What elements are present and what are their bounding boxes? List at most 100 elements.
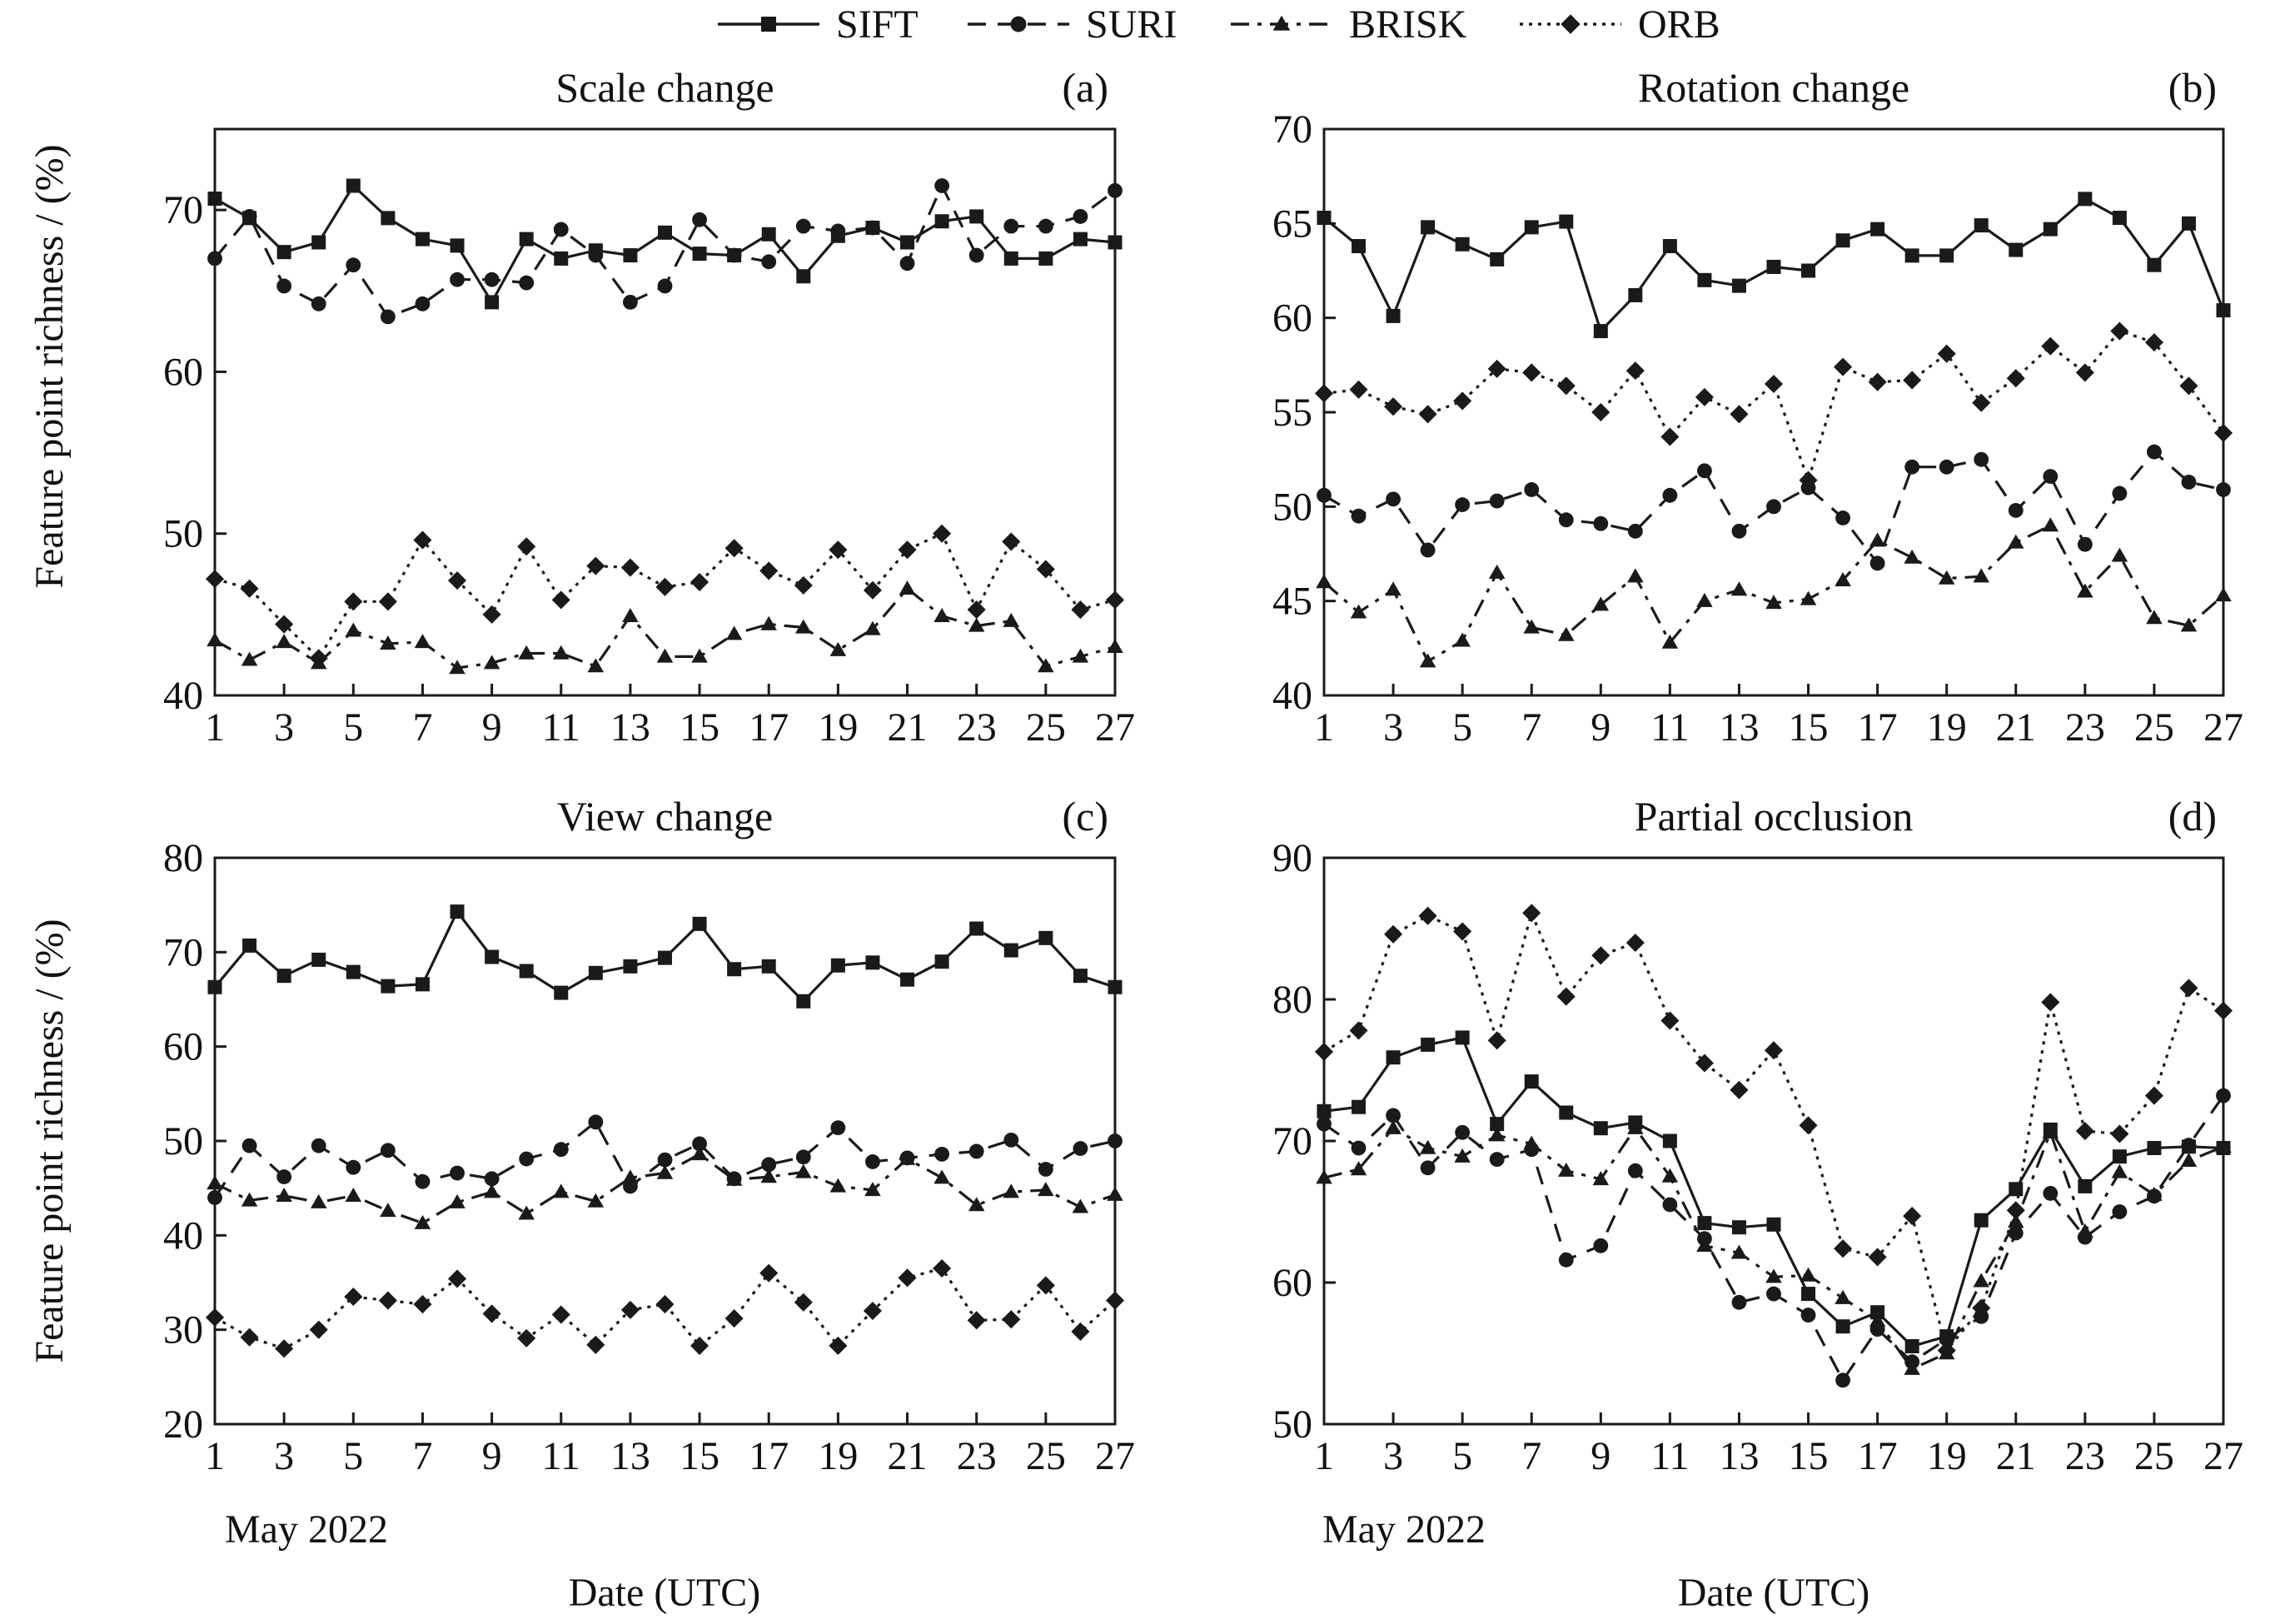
data-point-brisk bbox=[691, 648, 708, 663]
data-point-brisk bbox=[622, 608, 639, 623]
data-point-brisk bbox=[1107, 638, 1123, 653]
x-tick-label: 15 bbox=[680, 1434, 719, 1478]
data-point-sift bbox=[1038, 251, 1053, 266]
data-point-suri bbox=[1869, 555, 1885, 571]
data-point-sift bbox=[761, 227, 776, 242]
x-tick-label: 9 bbox=[482, 705, 502, 750]
data-point-suri bbox=[1662, 487, 1678, 503]
data-point-orb bbox=[1591, 946, 1610, 965]
data-point-orb bbox=[1556, 987, 1576, 1006]
data-point-suri bbox=[692, 212, 708, 227]
data-point-brisk bbox=[1627, 568, 1644, 583]
data-point-sift bbox=[1974, 1213, 1989, 1228]
data-point-suri bbox=[380, 309, 396, 325]
data-point-sift bbox=[554, 985, 569, 1000]
data-point-suri bbox=[865, 220, 880, 236]
data-point-brisk bbox=[933, 608, 950, 623]
data-point-suri bbox=[415, 296, 431, 311]
data-point-orb bbox=[1453, 391, 1472, 411]
data-point-suri bbox=[1939, 459, 1954, 475]
series-suri bbox=[1317, 1088, 2231, 1388]
data-point-brisk bbox=[2042, 1124, 2059, 1139]
data-point-orb bbox=[205, 1308, 225, 1327]
data-point-sift bbox=[381, 979, 396, 994]
data-point-sift bbox=[761, 959, 776, 974]
data-point-sift bbox=[485, 295, 500, 310]
data-point-orb bbox=[794, 1293, 813, 1312]
data-point-orb bbox=[482, 1304, 501, 1323]
data-point-orb bbox=[1522, 904, 1541, 923]
data-point-suri bbox=[2216, 1088, 2231, 1103]
series-orb bbox=[205, 1258, 1125, 1358]
data-point-brisk bbox=[414, 1214, 431, 1229]
data-point-brisk bbox=[241, 651, 258, 666]
data-point-sift bbox=[1904, 1339, 1919, 1353]
data-point-suri bbox=[1800, 1308, 1816, 1323]
panel-title: Rotation change bbox=[1638, 64, 1909, 111]
x-tick-label: 7 bbox=[412, 705, 432, 750]
data-point-brisk bbox=[2180, 1153, 2198, 1168]
data-point-orb bbox=[205, 570, 225, 589]
x-tick-label: 5 bbox=[1452, 705, 1472, 750]
data-point-suri bbox=[1593, 1238, 1609, 1253]
data-point-brisk bbox=[1072, 1198, 1089, 1213]
panel-label: (c) bbox=[1063, 793, 1109, 839]
data-point-orb bbox=[2041, 993, 2060, 1012]
y-tick-label: 80 bbox=[163, 836, 203, 880]
data-point-sift bbox=[658, 950, 672, 965]
data-point-orb bbox=[1036, 1276, 1055, 1295]
series-brisk bbox=[207, 580, 1123, 675]
data-point-sift bbox=[1003, 251, 1018, 266]
series-line-brisk bbox=[1323, 1127, 2224, 1371]
data-point-suri bbox=[2112, 1204, 2128, 1219]
x-tick-label: 7 bbox=[412, 1434, 432, 1478]
data-point-sift bbox=[1073, 969, 1088, 984]
x-tick-label: 23 bbox=[957, 1434, 997, 1478]
data-point-sift bbox=[969, 209, 984, 224]
x-tick-label: 23 bbox=[957, 705, 997, 750]
data-point-brisk bbox=[1696, 592, 1713, 607]
data-point-sift bbox=[623, 959, 638, 974]
data-point-sift bbox=[1766, 1217, 1781, 1232]
data-point-brisk bbox=[449, 1193, 465, 1208]
data-point-orb bbox=[863, 1301, 883, 1321]
data-point-suri bbox=[761, 254, 777, 270]
data-point-suri bbox=[276, 278, 292, 294]
data-point-suri bbox=[1939, 1332, 1954, 1347]
data-point-suri bbox=[1386, 491, 1401, 507]
data-point-brisk bbox=[829, 1178, 847, 1193]
series-line-suri bbox=[213, 1120, 1116, 1198]
data-point-orb bbox=[1314, 1042, 1334, 1061]
data-point-sift bbox=[727, 962, 742, 977]
x-tick-label: 21 bbox=[888, 705, 928, 750]
data-point-orb bbox=[2213, 423, 2233, 442]
y-tick-label: 60 bbox=[1272, 296, 1312, 341]
data-point-orb bbox=[1764, 374, 1784, 394]
data-point-orb bbox=[447, 1269, 467, 1288]
data-point-brisk bbox=[1316, 1169, 1332, 1184]
data-point-orb bbox=[690, 572, 709, 592]
data-point-orb bbox=[863, 580, 883, 600]
data-point-brisk bbox=[795, 619, 812, 634]
plot-frame bbox=[1322, 127, 2225, 697]
y-tick-label: 60 bbox=[163, 1025, 203, 1069]
data-point-orb bbox=[1834, 1239, 1853, 1258]
data-point-suri bbox=[346, 257, 361, 273]
data-point-sift bbox=[1559, 214, 1574, 229]
data-point-brisk bbox=[1454, 632, 1471, 647]
x-tick-label: 23 bbox=[2065, 1434, 2105, 1478]
x-tick-label: 13 bbox=[1719, 1434, 1759, 1478]
x-tick-label: 25 bbox=[1026, 1434, 1066, 1478]
data-point-orb bbox=[1972, 1298, 1991, 1318]
data-point-orb bbox=[898, 541, 917, 560]
data-point-orb bbox=[344, 1287, 363, 1307]
y-tick-label: 45 bbox=[1272, 580, 1312, 624]
data-point-orb bbox=[1002, 532, 1021, 551]
data-point-orb bbox=[1591, 402, 1610, 422]
data-point-suri bbox=[1073, 208, 1088, 224]
data-point-brisk bbox=[1938, 570, 1955, 585]
series-sift bbox=[1317, 1030, 2231, 1353]
data-point-brisk bbox=[241, 1192, 258, 1207]
data-point-brisk bbox=[1800, 1267, 1817, 1282]
